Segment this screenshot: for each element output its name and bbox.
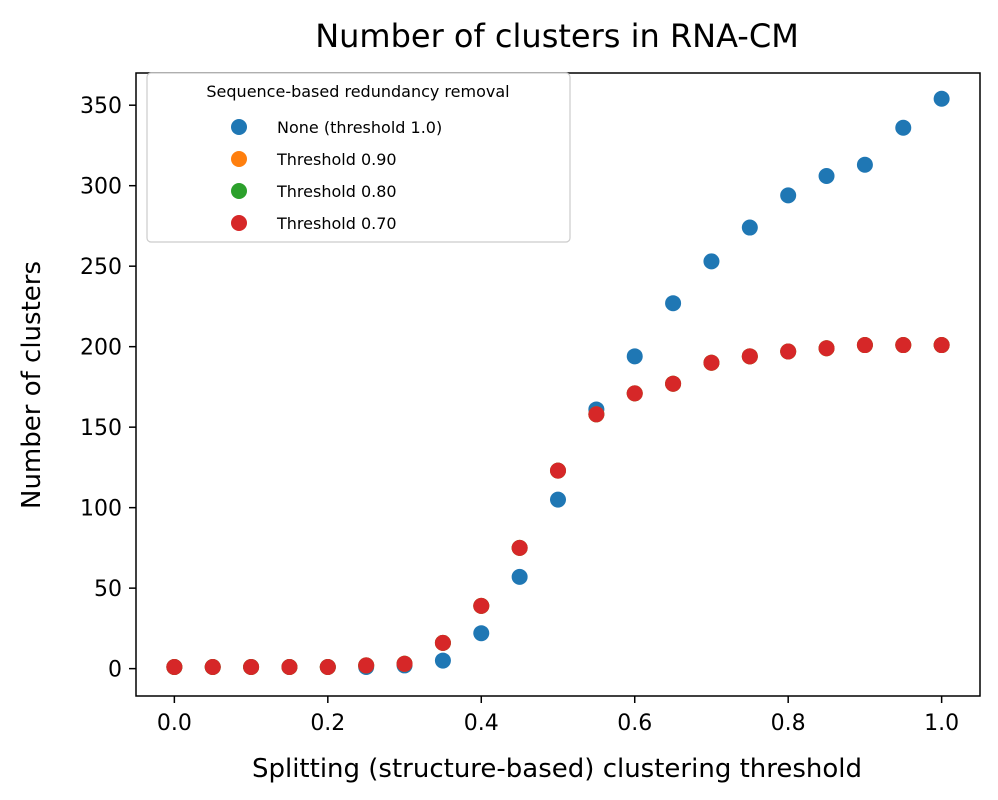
legend-marker <box>231 215 247 231</box>
legend: Sequence-based redundancy removal None (… <box>146 72 571 243</box>
legend-box <box>146 72 571 243</box>
data-point-series-3 <box>741 348 758 365</box>
data-point-series-3 <box>281 659 298 676</box>
data-point-series-0 <box>856 156 873 173</box>
data-point-series-0 <box>434 652 451 669</box>
data-point-series-0 <box>473 625 490 642</box>
data-point-series-3 <box>588 406 605 423</box>
x-tick-label: 0.8 <box>771 711 806 736</box>
data-point-series-3 <box>550 462 566 479</box>
data-point-series-3 <box>511 539 528 556</box>
chart-title: Number of clusters in RNA-CM <box>315 17 799 55</box>
legend-label: Threshold 0.90 <box>276 150 397 169</box>
data-point-series-3 <box>396 655 413 672</box>
x-tick-label: 0.2 <box>310 711 345 736</box>
y-tick-label: 200 <box>80 336 122 361</box>
data-point-series-3 <box>358 657 375 674</box>
data-point-series-3 <box>434 634 451 651</box>
data-point-series-0 <box>703 253 720 270</box>
data-point-series-3 <box>473 597 490 614</box>
data-point-series-3 <box>933 337 950 354</box>
data-points <box>166 90 950 676</box>
data-point-series-0 <box>550 491 566 508</box>
y-tick-label: 0 <box>108 658 122 683</box>
x-tick-label: 0.4 <box>464 711 499 736</box>
data-point-series-0 <box>741 219 758 236</box>
data-point-series-0 <box>665 295 682 312</box>
y-tick-label: 150 <box>80 416 122 441</box>
legend-label: None (threshold 1.0) <box>277 118 442 137</box>
data-point-series-3 <box>166 659 183 676</box>
y-tick-label: 50 <box>94 577 122 602</box>
data-point-series-0 <box>895 119 912 136</box>
legend-title: Sequence-based redundancy removal <box>206 82 509 101</box>
data-point-series-0 <box>511 568 528 585</box>
legend-marker <box>231 151 247 167</box>
data-point-series-3 <box>204 659 221 676</box>
data-point-series-3 <box>818 340 835 357</box>
y-tick-label: 300 <box>80 175 122 200</box>
y-tick-label: 250 <box>80 255 122 280</box>
y-axis-label: Number of clusters <box>17 261 47 509</box>
legend-label: Threshold 0.70 <box>276 214 397 233</box>
data-point-series-0 <box>818 168 835 185</box>
data-point-series-3 <box>895 337 912 354</box>
legend-marker <box>231 183 247 199</box>
x-axis-label: Splitting (structure-based) clustering t… <box>252 754 862 784</box>
x-tick-label: 1.0 <box>924 711 959 736</box>
x-tick-label: 0.6 <box>617 711 652 736</box>
y-tick-label: 100 <box>80 497 122 522</box>
data-point-series-0 <box>780 187 797 204</box>
data-point-series-3 <box>780 343 797 360</box>
data-point-series-3 <box>856 337 873 354</box>
y-axis-ticks: 0 50 100 150 200 250 300 350 <box>80 94 136 683</box>
data-point-series-3 <box>703 354 720 371</box>
data-point-series-3 <box>243 659 260 676</box>
x-axis-ticks: 0.0 0.2 0.4 0.6 0.8 1.0 <box>157 696 959 736</box>
x-tick-label: 0.0 <box>157 711 192 736</box>
legend-marker <box>231 119 247 135</box>
data-point-series-3 <box>319 659 336 676</box>
legend-label: Threshold 0.80 <box>276 182 397 201</box>
data-point-series-0 <box>626 348 643 365</box>
data-point-series-3 <box>665 375 682 392</box>
legend-entries: None (threshold 1.0) Threshold 0.90 Thresh… <box>231 118 442 233</box>
y-tick-label: 350 <box>80 94 122 119</box>
data-point-series-3 <box>626 385 643 402</box>
data-point-series-0 <box>933 90 950 107</box>
